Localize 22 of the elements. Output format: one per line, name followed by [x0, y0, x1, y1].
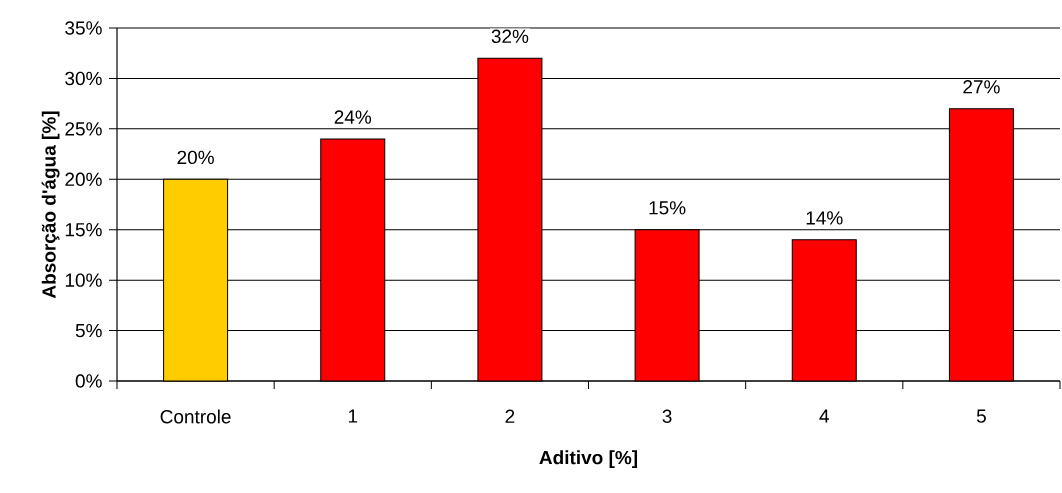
x-tick-label: 3 [662, 409, 672, 423]
x-tick-label: 1 [348, 409, 358, 423]
y-tick-label: 20% [65, 172, 102, 187]
data-label: 20% [177, 150, 214, 165]
x-tick-label: 2 [505, 409, 515, 423]
data-label: 27% [963, 80, 1000, 94]
data-label: 24% [334, 110, 372, 124]
x-tick-label: 5 [976, 409, 986, 423]
y-tick-label: 0% [75, 374, 102, 388]
y-tick-label: 35% [65, 21, 102, 35]
y-axis-title: Absorção d'água [%] [41, 111, 60, 299]
x-tick-label: Controle [160, 409, 231, 424]
y-tick-label: 25% [65, 122, 102, 136]
x-tick-label: 4 [819, 409, 829, 423]
data-label: 15% [649, 201, 686, 215]
x-axis-title: Aditivo [%] [539, 450, 638, 469]
y-tick-label: 30% [65, 71, 102, 86]
data-label: 32% [491, 29, 529, 44]
data-label: 14% [806, 211, 843, 225]
y-tick-label: 10% [65, 273, 102, 287]
y-tick-label: 15% [65, 223, 102, 237]
y-tick-label: 5% [75, 323, 102, 338]
